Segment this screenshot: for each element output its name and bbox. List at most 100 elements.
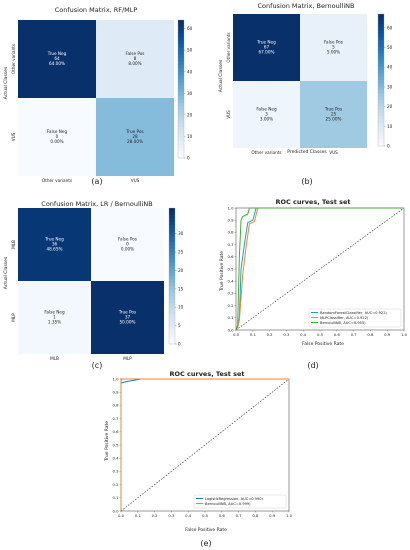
colorbar-segment (169, 282, 175, 287)
panel-d-xlabel: False Positive Rate (302, 341, 344, 347)
x-tick-label: 0.2 (267, 332, 274, 337)
colorbar-segment (178, 68, 184, 73)
colorbar-segment (378, 43, 384, 48)
colorbar-tick-label: 20 (178, 268, 184, 273)
y-tick-label: MLB (11, 240, 16, 249)
colorbar-segment (378, 136, 384, 140)
x-tick-label: VUS (131, 178, 140, 183)
y-tick-label: 0.5 (112, 442, 119, 447)
y-tick-label: VUS (11, 132, 16, 141)
colorbar-segment (378, 40, 384, 45)
y-tick-label: 0.9 (112, 390, 119, 395)
colorbar-segment (178, 133, 184, 138)
x-tick-label: 0.3 (168, 513, 175, 518)
colorbar-tick-label: 40 (187, 69, 193, 74)
colorbar-segment (378, 20, 384, 25)
panel-b: Confusion Matrix, BernoulliNB Actual Cla… (218, 2, 393, 186)
colorbar-segment (378, 14, 384, 18)
colorbar-segment (178, 51, 184, 55)
cell-percent: 50.00% (120, 320, 136, 325)
y-tick-label: 0.5 (227, 266, 234, 271)
colorbar-frame (168, 207, 176, 345)
y-tick-label: 0.1 (112, 495, 119, 500)
colorbar-segment (178, 47, 184, 52)
colorbar-segment (378, 53, 384, 58)
colorbar-segment (169, 252, 175, 257)
panel-c-ylabel: Actual Classes (3, 256, 9, 289)
panel-b-title: Confusion Matrix, BernoulliNB (258, 2, 355, 10)
cell-label: True Pos (324, 107, 342, 112)
colorbar-segment (178, 102, 184, 107)
colorbar-tick-label: 50 (187, 48, 193, 53)
panel-d-ylabel: True Positive Rate (219, 251, 225, 292)
colorbar-segment (178, 37, 184, 42)
heatmap-cell (18, 20, 96, 98)
colorbar-segment (378, 132, 384, 137)
colorbar-segment (169, 289, 175, 294)
cell-percent: 64.00% (49, 61, 65, 66)
cell-percent: 0.00% (50, 139, 63, 144)
colorbar-segment (378, 50, 384, 55)
colorbar-segment (169, 218, 175, 223)
x-tick-label: Other variants (251, 150, 281, 155)
y-tick-label: 0.1 (227, 315, 234, 320)
colorbar-segment (378, 126, 384, 130)
colorbar-segment (169, 228, 175, 233)
colorbar-segment (378, 93, 384, 97)
colorbar-tick-label: 30 (178, 231, 184, 236)
heatmap-cell (96, 98, 174, 176)
colorbar-segment (169, 265, 175, 270)
legend-label: MLPClassifier, AUC=0.922) (320, 316, 369, 320)
colorbar-segment (178, 140, 184, 145)
cell-label: True Neg (44, 237, 64, 242)
colorbar-segment (169, 242, 175, 246)
colorbar-segment (178, 99, 184, 104)
colorbar-segment (378, 106, 384, 111)
colorbar-segment (169, 262, 175, 267)
y-tick-label: 0.7 (227, 242, 234, 247)
colorbar-frame (177, 19, 185, 159)
y-tick-label: 0.3 (112, 469, 119, 474)
cell-count: 36 (52, 242, 58, 247)
cell-percent: 28.00% (127, 139, 143, 144)
colorbar-segment (169, 303, 175, 308)
heatmap-cell (96, 20, 174, 98)
heatmap-cell (18, 208, 91, 281)
cell-percent: 5.00% (327, 50, 340, 55)
panel-e-xlabel: False Positive Rate (185, 527, 227, 533)
x-tick-label: 0.3 (283, 332, 290, 337)
cell-percent: 3.00% (260, 117, 273, 122)
legend-box (308, 308, 402, 328)
colorbar-tick-label: 30 (187, 91, 193, 96)
x-tick-label: 1.0 (401, 332, 408, 337)
colorbar-segment (178, 95, 184, 100)
colorbar-segment (169, 269, 175, 274)
colorbar-segment (169, 248, 175, 253)
colorbar-tick-label: 20 (187, 112, 193, 117)
cell-label: False Neg (256, 107, 277, 112)
plot-area (120, 378, 290, 512)
cell-count: 1 (53, 315, 56, 320)
cell-label: False Pos (118, 237, 137, 242)
panel-b-ylabel: Actual Classes (218, 59, 224, 92)
cell-count: 0 (126, 242, 129, 247)
colorbar-segment (169, 330, 175, 335)
colorbar-segment (169, 323, 175, 328)
colorbar-segment (178, 78, 184, 83)
colorbar-segment (178, 123, 184, 128)
y-tick-label: VUS (226, 110, 231, 119)
heatmap-cell (233, 81, 300, 148)
colorbar-segment (178, 109, 184, 114)
colorbar-segment (378, 27, 384, 31)
colorbar-segment (178, 33, 184, 38)
colorbar-segment (378, 47, 384, 51)
colorbar-segment (378, 37, 384, 41)
heatmap-cell (91, 281, 164, 354)
colorbar-segment (378, 76, 384, 81)
legend-label: BernoulliNB, AUC=0.999) (205, 502, 251, 506)
colorbar-tick-label: 10 (187, 134, 193, 139)
roc-series-line (235, 207, 404, 331)
colorbar-segment (178, 120, 184, 124)
x-tick-label: 0.5 (202, 513, 209, 518)
colorbar-segment (378, 109, 384, 114)
